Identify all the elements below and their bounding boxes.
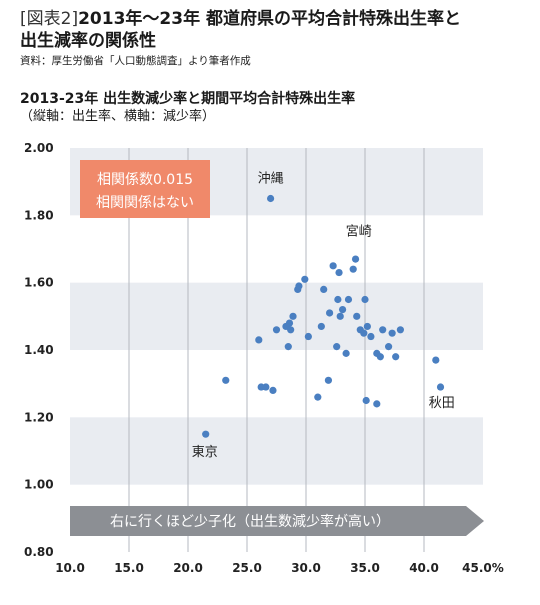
point-label: 東京 xyxy=(192,444,218,460)
y-axis-ticks: 0.80 1.00 1.20 1.40 1.60 1.80 2.00 xyxy=(24,141,54,559)
correlation-line-2: 相関関係はない xyxy=(96,195,194,211)
x-tick-label: 35.0 xyxy=(350,561,380,575)
data-point xyxy=(202,430,210,438)
data-point xyxy=(326,309,334,317)
y-tick-label: 1.20 xyxy=(24,410,54,424)
data-point xyxy=(267,194,275,203)
data-point xyxy=(284,343,292,351)
data-point xyxy=(373,400,381,408)
correlation-line-1: 相関係数0.015 xyxy=(97,172,193,188)
data-point xyxy=(379,326,387,334)
data-point xyxy=(295,282,303,290)
data-point xyxy=(289,312,297,320)
data-point xyxy=(287,326,295,334)
grid-band xyxy=(70,417,483,485)
trend-arrow-shape xyxy=(70,506,484,536)
point-label: 秋田 xyxy=(429,396,455,411)
point-label: 沖縄 xyxy=(258,172,284,187)
trend-arrow-label: 右に行くほど少子化（出生数減少率が高い） xyxy=(110,513,390,530)
data-point xyxy=(385,343,393,351)
data-point xyxy=(222,376,230,384)
y-tick-label: 1.40 xyxy=(24,343,54,357)
point-label: 宮崎 xyxy=(346,224,372,240)
source-note: 資料：厚生労働省「人口動態調査」より筆者作成 xyxy=(20,55,251,67)
x-tick-label: 20.0 xyxy=(173,561,203,575)
data-point xyxy=(349,265,357,273)
x-tick-label: 15.0 xyxy=(114,561,144,575)
y-tick-label: 1.00 xyxy=(24,478,54,492)
chart-subtitle: 2013-23年 出生数減少率と期間平均合計特殊出生率 xyxy=(20,91,356,107)
x-tick-label: 40.0 xyxy=(409,561,439,575)
data-points xyxy=(202,194,445,438)
y-tick-label: 2.00 xyxy=(24,141,54,155)
title-line-1: 2013年〜23年 都道府県の平均合計特殊出生率と xyxy=(78,9,461,29)
chart-header: [図表2]2013年〜23年 都道府県の平均合計特殊出生率と 出生減率の関係性 … xyxy=(20,8,525,69)
axis-note: （縦軸：出生率、横軸：減少率） xyxy=(20,109,216,124)
data-point xyxy=(272,326,281,334)
correlation-box-bg xyxy=(80,160,210,218)
data-point xyxy=(432,356,440,364)
x-tick-label: 30.0 xyxy=(291,561,321,575)
data-point xyxy=(317,322,325,331)
chart-title: [図表2]2013年〜23年 都道府県の平均合計特殊出生率と xyxy=(20,8,525,30)
data-point xyxy=(360,329,368,337)
data-point xyxy=(334,295,342,304)
data-point xyxy=(285,319,294,327)
data-point xyxy=(338,306,347,314)
data-point xyxy=(353,312,361,320)
x-axis-ticks: 10.0 15.0 20.0 25.0 30.0 35.0 40.0 45.0% xyxy=(55,561,504,575)
data-point xyxy=(361,295,369,304)
data-point xyxy=(333,343,341,351)
grid-band xyxy=(70,282,483,350)
y-tick-label: 0.80 xyxy=(24,545,54,559)
data-point xyxy=(367,332,375,341)
title-line-2: 出生減率の関係性 xyxy=(20,31,156,51)
data-point xyxy=(388,329,396,337)
data-point xyxy=(304,332,312,341)
data-point xyxy=(436,383,445,391)
data-point xyxy=(351,255,360,263)
data-point xyxy=(376,353,384,361)
data-point xyxy=(335,268,343,277)
data-point xyxy=(342,349,350,357)
data-point xyxy=(320,285,328,293)
data-point xyxy=(324,376,333,384)
data-point xyxy=(329,262,337,270)
data-point xyxy=(269,386,277,394)
y-tick-label: 1.60 xyxy=(24,276,54,290)
data-point xyxy=(396,326,404,334)
data-point xyxy=(255,336,263,344)
data-point xyxy=(314,393,322,401)
x-tick-label: 10.0 xyxy=(55,561,85,575)
data-point xyxy=(392,353,400,361)
data-point xyxy=(363,322,371,331)
correlation-box: 相関係数0.015 相関関係はない xyxy=(80,160,210,218)
trend-arrow: 右に行くほど少子化（出生数減少率が高い） xyxy=(70,506,484,536)
data-point xyxy=(344,295,353,304)
figure-tag: [図表2] xyxy=(20,9,79,29)
data-point xyxy=(262,383,270,391)
y-tick-label: 1.80 xyxy=(24,208,54,222)
x-tick-label: 25.0 xyxy=(232,561,262,575)
data-point xyxy=(301,275,309,283)
x-tick-label: 45.0% xyxy=(462,561,504,575)
data-point xyxy=(362,396,370,405)
data-point xyxy=(336,312,344,320)
